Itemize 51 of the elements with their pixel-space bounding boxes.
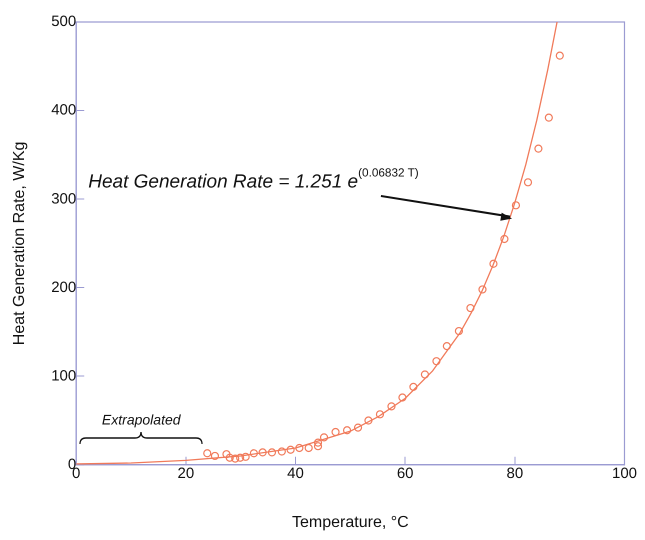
point [242, 452, 250, 461]
annotation: Extrapolated [102, 412, 182, 428]
point [500, 234, 509, 244]
point [278, 447, 286, 456]
point [466, 304, 475, 312]
y-axis-title: Heat Generation Rate, W/Kg [11, 142, 28, 346]
point [286, 446, 295, 454]
point [268, 448, 276, 456]
point [376, 410, 384, 418]
point [556, 52, 564, 60]
point [512, 201, 520, 210]
point [210, 452, 220, 460]
x-tick-label: 80 [506, 464, 524, 482]
y-tick-label: 500 [51, 13, 76, 30]
point [236, 454, 244, 462]
y-tick-label: 400 [51, 102, 76, 119]
y-tick-label: 200 [51, 278, 76, 296]
point [364, 416, 373, 425]
point [314, 442, 322, 450]
x-tick-label: 20 [178, 464, 194, 482]
y-tick-label: 300 [51, 190, 76, 208]
point [442, 342, 451, 350]
point [432, 357, 441, 366]
x-tick-label: 60 [396, 464, 414, 482]
point [478, 285, 487, 294]
point [314, 438, 322, 447]
point [544, 114, 553, 122]
point [489, 260, 498, 268]
point [398, 393, 407, 402]
point [203, 449, 212, 458]
point [454, 326, 464, 336]
point [320, 433, 328, 442]
x-axis-title: Temperature, °C [292, 514, 409, 531]
point [258, 448, 267, 456]
point [387, 402, 396, 410]
point [295, 444, 304, 452]
point [222, 450, 231, 458]
y-tick-label: 100 [51, 367, 76, 384]
point [342, 426, 352, 434]
x-tick-label: 40 [287, 464, 304, 482]
point [524, 178, 532, 186]
point [534, 144, 543, 153]
point [420, 370, 430, 379]
point [250, 449, 258, 458]
point [304, 444, 313, 452]
point [226, 454, 234, 462]
point [409, 382, 418, 391]
x-tick-label: 100 [612, 464, 637, 482]
point [354, 424, 362, 432]
point [231, 454, 240, 463]
point [331, 428, 340, 436]
